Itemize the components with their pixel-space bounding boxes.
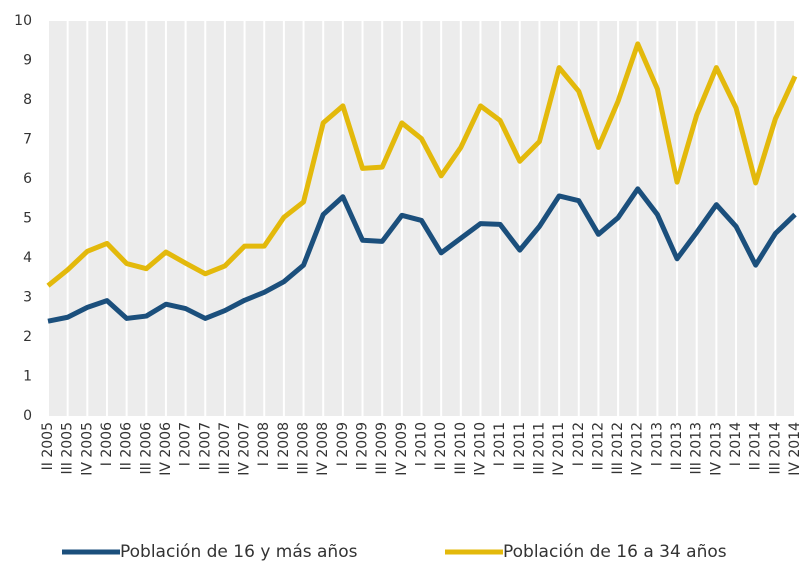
legend-label: Población de 16 y más años bbox=[120, 542, 358, 562]
x-tick-label: I 2012 bbox=[571, 422, 587, 466]
x-tick-label: I 2007 bbox=[178, 422, 194, 466]
x-tick-label: I 2009 bbox=[335, 422, 351, 466]
x-tick-label: IV 2005 bbox=[79, 422, 95, 476]
x-tick-label: II 2013 bbox=[669, 422, 685, 470]
x-tick-label: I 2011 bbox=[492, 422, 508, 466]
x-tick-label: IV 2009 bbox=[394, 422, 410, 476]
x-tick-label: IV 2014 bbox=[787, 422, 802, 476]
x-tick-label: IV 2007 bbox=[237, 422, 253, 476]
y-tick-label: 2 bbox=[23, 329, 32, 345]
x-tick-label: IV 2012 bbox=[630, 422, 646, 476]
x-tick-label: I 2006 bbox=[99, 422, 115, 466]
x-tick-label: I 2008 bbox=[256, 422, 272, 466]
y-tick-label: 9 bbox=[23, 53, 32, 69]
x-tick-label: I 2013 bbox=[649, 422, 665, 466]
x-tick-label: IV 2013 bbox=[708, 422, 724, 476]
x-tick-label: II 2007 bbox=[197, 422, 213, 470]
y-tick-label: 3 bbox=[23, 290, 32, 306]
y-tick-label: 7 bbox=[23, 132, 32, 148]
y-tick-label: 0 bbox=[23, 408, 32, 424]
y-tick-label: 8 bbox=[23, 92, 32, 108]
line-series bbox=[47, 186, 797, 324]
y-tick-label: 1 bbox=[23, 369, 32, 385]
x-tick-label: III 2009 bbox=[374, 422, 390, 474]
x-tick-label: IV 2008 bbox=[315, 422, 331, 476]
x-tick-label: II 2009 bbox=[355, 422, 371, 470]
x-tick-label: IV 2010 bbox=[472, 422, 488, 476]
y-tick-label: 4 bbox=[23, 250, 32, 266]
x-tick-label: I 2010 bbox=[414, 422, 430, 466]
x-tick-label: III 2006 bbox=[138, 422, 154, 475]
x-tick-label: II 2012 bbox=[590, 422, 606, 470]
x-tick-label: II 2008 bbox=[276, 422, 292, 470]
x-tick-label: III 2011 bbox=[531, 422, 547, 474]
x-tick-label: IV 2011 bbox=[551, 422, 567, 476]
x-tick-label: III 2013 bbox=[689, 422, 705, 474]
x-tick-label: III 2007 bbox=[217, 422, 233, 474]
legend-label: Población de 16 a 34 años bbox=[503, 542, 727, 562]
x-tick-label: IV 2006 bbox=[158, 422, 174, 476]
x-tick-label: I 2014 bbox=[728, 422, 744, 466]
y-tick-label: 6 bbox=[23, 171, 32, 187]
x-tick-label: II 2011 bbox=[512, 422, 528, 470]
x-tick-label: III 2008 bbox=[296, 422, 312, 474]
x-tick-label: II 2005 bbox=[40, 422, 56, 470]
y-tick-label: 5 bbox=[23, 211, 32, 227]
line-series bbox=[46, 41, 798, 288]
x-tick-label: III 2005 bbox=[60, 422, 76, 474]
x-tick-label: II 2010 bbox=[433, 422, 449, 470]
x-tick-label: II 2014 bbox=[748, 422, 764, 470]
x-tick-label: III 2010 bbox=[453, 422, 469, 474]
x-tick-label: II 2006 bbox=[119, 422, 135, 470]
x-tick-label: III 2012 bbox=[610, 422, 626, 474]
y-tick-label: 10 bbox=[14, 13, 32, 29]
x-tick-label: III 2014 bbox=[767, 422, 783, 475]
